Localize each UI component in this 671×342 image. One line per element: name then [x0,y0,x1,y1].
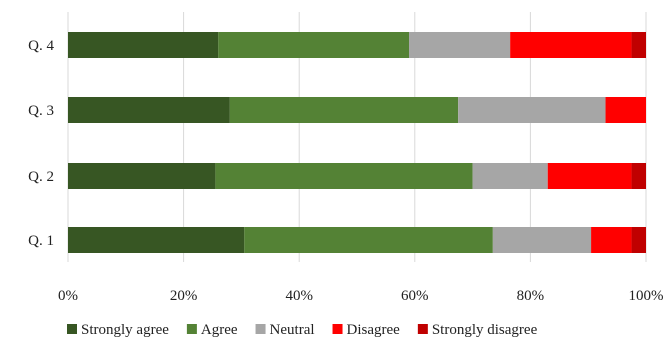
bar-q2-agree [215,163,473,189]
legend-label-neutral: Neutral [270,322,315,338]
legend-swatch-strongly-agree [67,324,77,334]
x-tick-label: 100% [629,288,664,304]
bar-q1-strongly-disagree [631,227,646,253]
bar-q1-neutral [492,227,592,253]
x-tick-label: 0% [58,288,78,304]
bar-q3-strongly-agree [68,97,230,123]
bar-q4-strongly-disagree [631,32,646,58]
legend-swatch-disagree [332,324,343,334]
bar-q1-disagree [591,227,632,253]
bar-q4-strongly-agree [68,32,219,58]
bar-q4-neutral [409,32,511,58]
y-tick-label: Q. 3 [28,103,54,119]
legend-label-agree: Agree [201,322,238,338]
y-tick-label: Q. 2 [28,169,54,185]
bar-q2-strongly-disagree [631,163,646,189]
x-tick-label: 40% [285,288,313,304]
bar-q4-disagree [510,32,632,58]
y-tick-label: Q. 1 [28,233,54,249]
bar-q2-neutral [472,163,548,189]
bar-q2-disagree [547,163,632,189]
x-axis-labels: 0% 20% 40% 60% 80% 100% [58,288,664,304]
bars [68,32,646,253]
bar-q3-neutral [458,97,606,123]
x-tick-label: 80% [517,288,545,304]
y-tick-label: Q. 4 [28,38,54,54]
legend-swatch-agree [186,324,197,334]
legend-label-strongly-agree: Strongly agree [81,322,169,338]
bar-q3-disagree [605,97,646,123]
legend: Strongly agree Agree Neutral Disagree Strong… [67,322,538,338]
legend-swatch-strongly-disagree [417,324,428,334]
bar-q2-strongly-agree [68,163,216,189]
legend-label-disagree: Disagree [347,322,401,338]
legend-label-strongly-disagree: Strongly disagree [432,322,538,338]
bar-q1-agree [244,227,493,253]
y-axis-labels: Q. 4 Q. 3 Q. 2 Q. 1 [28,38,54,249]
legend-swatch-neutral [255,324,266,334]
bar-q4-agree [218,32,410,58]
x-tick-label: 20% [170,288,198,304]
x-tick-label: 60% [401,288,429,304]
bar-q1-strongly-agree [68,227,245,253]
bar-q3-agree [229,97,459,123]
